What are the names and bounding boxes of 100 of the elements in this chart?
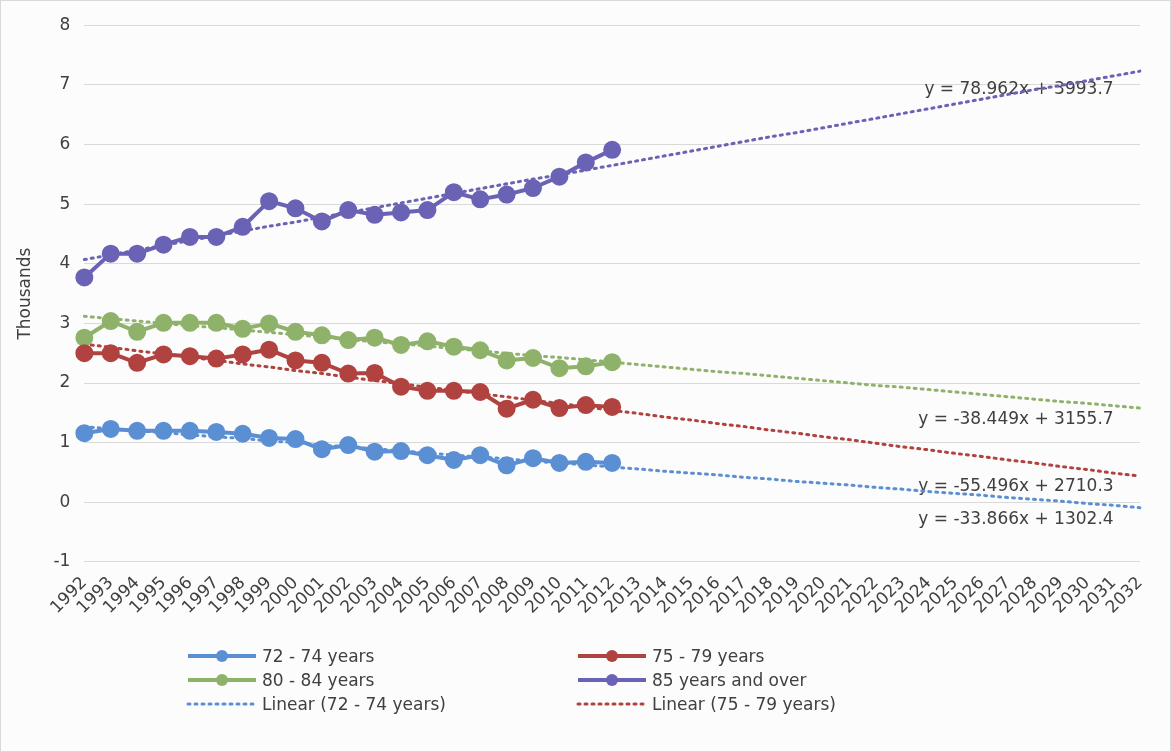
point [550,453,569,472]
point [286,351,305,370]
point [312,440,331,459]
point [154,313,173,332]
point [180,227,199,246]
point [207,313,226,332]
point [75,268,94,287]
annotation: y = -38.449x + 3155.7 [918,408,1114,429]
point [260,314,279,333]
point [418,201,437,220]
point [444,450,463,469]
point [101,244,120,263]
point [392,377,411,396]
point [128,244,147,263]
point [101,312,120,331]
point [471,383,490,401]
legend-label: 72 - 74 years [262,646,375,666]
point [471,446,490,465]
y-tick-label: 0 [59,490,71,511]
point [576,357,595,376]
y-tick-label: 8 [59,13,71,34]
point [128,322,147,341]
point [497,351,516,370]
point [339,364,358,383]
legend-label: 75 - 79 years [652,646,765,666]
annotation: y = -33.866x + 1302.4 [918,508,1114,529]
y-tick-label: 2 [59,371,71,392]
point [497,399,516,418]
point [233,424,252,443]
point [180,347,199,366]
point [497,456,516,475]
point [524,349,542,368]
point [392,442,411,461]
y-tick-label: -1 [53,550,71,571]
point [365,442,384,461]
point [524,179,542,198]
point [75,344,94,363]
point [550,399,569,418]
point [260,340,279,359]
point [365,205,384,224]
legend-label: 80 - 84 years [262,670,375,690]
y-tick-label: 4 [59,252,71,273]
point [233,217,252,236]
point [101,344,120,363]
point [180,313,199,332]
point [603,453,622,472]
legend-label: Linear (72 - 74 years) [262,694,446,714]
point [260,192,279,211]
point [576,153,595,172]
point [154,235,173,254]
legend-label: 85 years and over [652,670,807,690]
point [260,428,279,447]
point [524,449,542,468]
point [497,185,516,204]
point [128,353,147,372]
point [444,183,463,202]
point [101,419,120,438]
legend-label: Linear (75 - 79 years) [652,694,836,714]
point [75,328,94,347]
line-series [82,312,1142,410]
y-tick-label: 3 [59,311,71,332]
point [154,421,173,440]
point [603,397,622,416]
point [312,353,331,372]
point [550,167,569,186]
point [180,421,199,440]
point [392,203,411,222]
point [339,201,358,220]
point [233,319,252,338]
point [286,430,305,449]
point [603,353,622,372]
point [576,396,595,415]
y-tick-label: 7 [59,73,71,94]
y-tick-label: 6 [59,132,71,153]
point [576,452,595,471]
point [418,332,437,351]
point [392,335,411,354]
point [128,421,147,440]
point [418,381,437,400]
point [207,349,226,368]
point [524,390,542,409]
point [471,190,490,209]
point [444,337,463,356]
y-tick-label: 1 [59,431,71,452]
point [471,341,490,360]
point [365,328,384,347]
point [312,326,331,345]
point [286,199,305,218]
point [550,359,569,378]
point [418,446,437,465]
point [339,436,358,455]
point [603,140,622,159]
point [207,422,226,441]
y-tick-label: 5 [59,192,71,213]
point [233,345,252,364]
point [339,331,358,350]
y-axis-title: Thousands [13,247,34,341]
point [312,212,331,231]
point [365,363,384,382]
point [154,345,173,364]
